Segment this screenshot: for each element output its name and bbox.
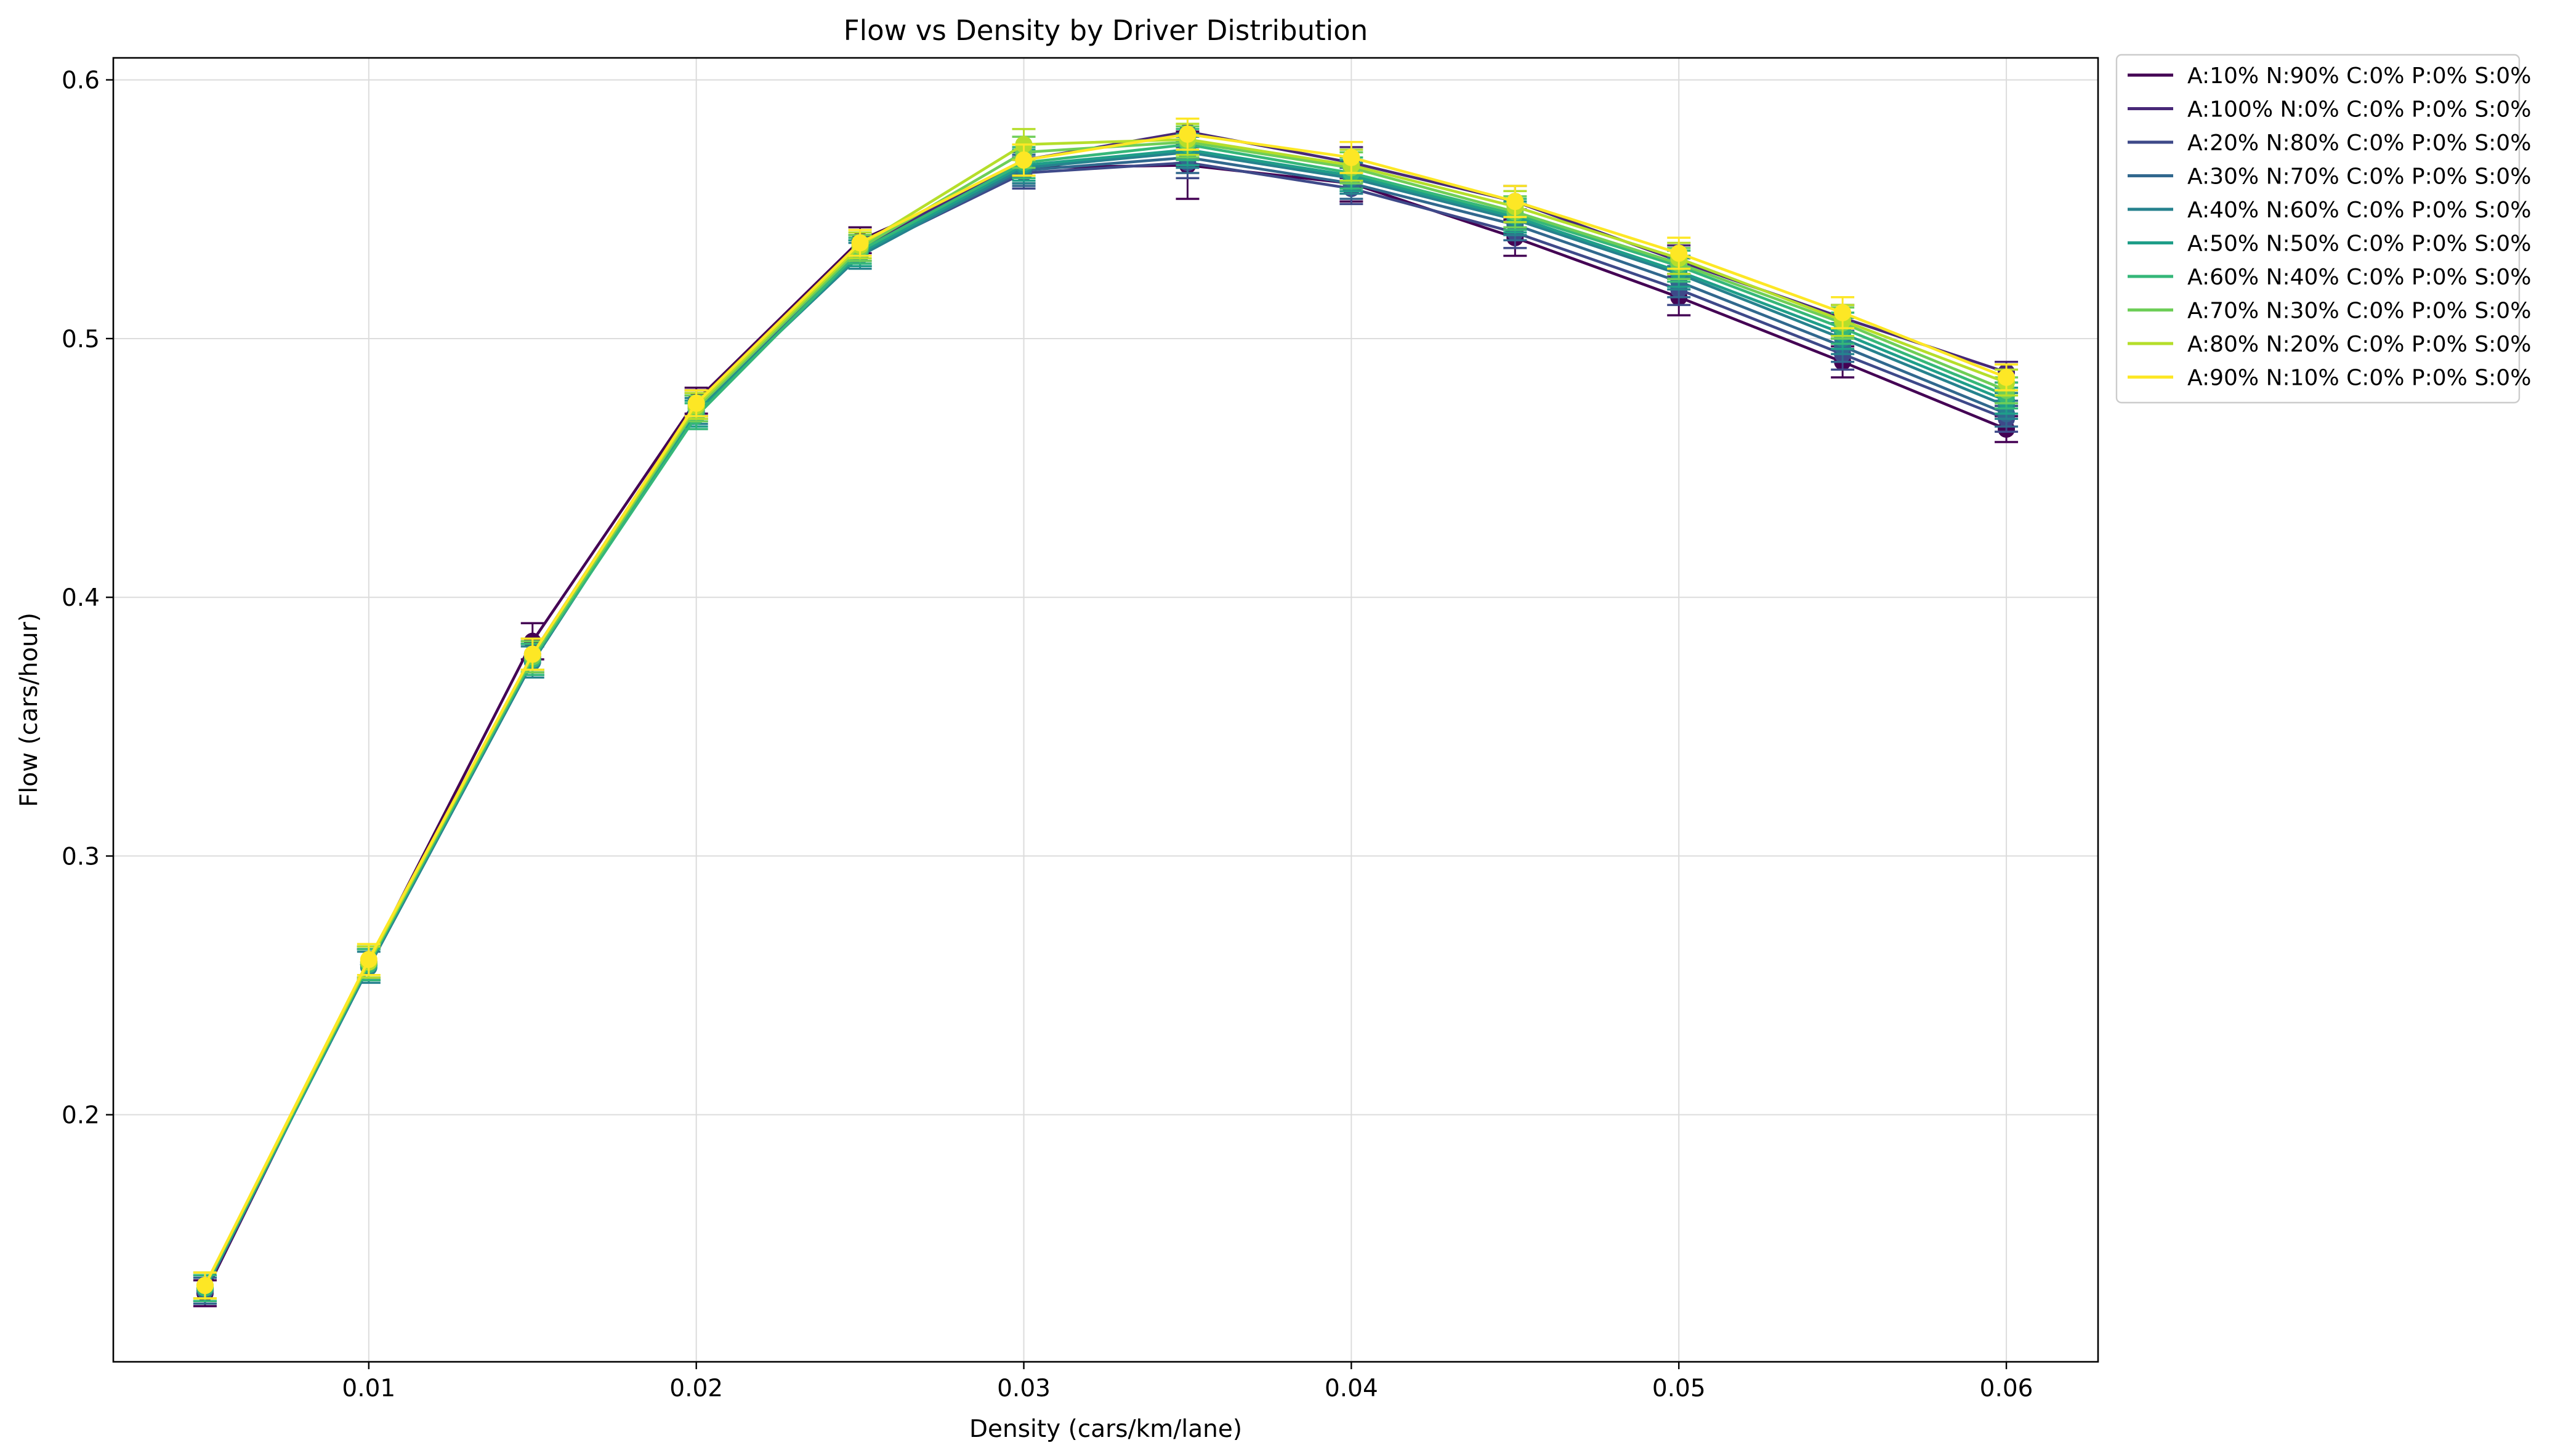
plot-area-frame: [112, 57, 2099, 1363]
legend-label: A:60% N:40% C:0% P:0% S:0%: [2187, 265, 2531, 290]
series-5: [193, 135, 2019, 1302]
legend-box: [2115, 54, 2521, 404]
data-point: [851, 234, 869, 252]
data-point: [1015, 151, 1033, 169]
series-line: [203, 132, 2007, 1287]
data-point: [1342, 148, 1360, 166]
x-tick-label: 0.01: [342, 1375, 395, 1402]
x-tick-label: 0.05: [1652, 1375, 1706, 1402]
data-point: [523, 645, 541, 663]
y-tick-label: 0.5: [62, 326, 100, 353]
series-8: [193, 125, 2019, 1300]
grid: [113, 58, 2098, 1362]
series-line: [203, 151, 2007, 1289]
series-7: [193, 127, 2019, 1302]
plot-series: [193, 118, 2019, 1308]
y-tick-label: 0.4: [62, 584, 100, 612]
legend-label: A:50% N:50% C:0% P:0% S:0%: [2187, 231, 2531, 257]
y-tick-label: 0.6: [62, 67, 100, 95]
y-tick-label: 0.2: [62, 1102, 100, 1130]
x-tick-label: 0.06: [1980, 1375, 2033, 1402]
legend: A:10% N:90% C:0% P:0% S:0% A:100% N:0% C:…: [2115, 54, 2531, 404]
x-tick-label: 0.02: [669, 1375, 723, 1402]
x-tick-label: 0.04: [1325, 1375, 1378, 1402]
series-line: [203, 143, 2007, 1289]
data-point: [196, 1277, 214, 1295]
series-line: [203, 161, 2007, 1292]
legend-label: A:40% N:60% C:0% P:0% S:0%: [2187, 198, 2531, 223]
series-10: [193, 118, 2019, 1300]
series-line: [203, 156, 2007, 1292]
y-axis-label: Flow (cars/hour): [15, 613, 43, 807]
legend-label: A:20% N:80% C:0% P:0% S:0%: [2187, 131, 2531, 156]
data-point: [687, 395, 705, 412]
y-tick-label: 0.3: [62, 843, 100, 871]
data-point: [360, 951, 377, 968]
legend-label: A:80% N:20% C:0% P:0% S:0%: [2187, 332, 2531, 357]
data-point: [1670, 244, 1688, 262]
legend-label: A:30% N:70% C:0% P:0% S:0%: [2187, 164, 2531, 190]
legend-label: A:90% N:10% C:0% P:0% S:0%: [2187, 366, 2531, 391]
series-3: [193, 146, 2019, 1305]
axis-ticks: 0.01 0.02 0.03 0.04 0.05 0.06 0.2 0.3 0.4 0.5 0.6: [62, 67, 2033, 1402]
x-axis-label: Density (cars/km/lane): [969, 1415, 1242, 1443]
series-6: [193, 133, 2019, 1302]
data-point: [1834, 304, 1852, 321]
data-point: [1506, 193, 1524, 211]
x-tick-label: 0.03: [997, 1375, 1051, 1402]
legend-label: A:70% N:30% C:0% P:0% S:0%: [2187, 299, 2531, 324]
series-line: [203, 164, 2007, 1294]
chart-title: Flow vs Density by Driver Distribution: [844, 14, 1368, 47]
data-point: [1179, 125, 1197, 143]
data-point: [1998, 368, 2016, 386]
legend-label: A:100% N:0% C:0% P:0% S:0%: [2187, 97, 2531, 123]
legend-label: A:10% N:90% C:0% P:0% S:0%: [2187, 63, 2531, 89]
